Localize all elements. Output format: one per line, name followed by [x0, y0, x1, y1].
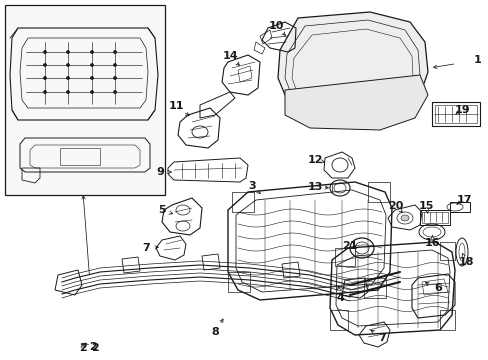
- Ellipse shape: [90, 77, 93, 80]
- Ellipse shape: [113, 77, 116, 80]
- Bar: [227, 272, 249, 292]
- Ellipse shape: [66, 77, 69, 80]
- Text: 16: 16: [425, 238, 440, 248]
- Text: 14: 14: [222, 51, 237, 61]
- Bar: [421, 212, 447, 223]
- Bar: [334, 248, 354, 266]
- Text: 2: 2: [79, 343, 87, 353]
- Polygon shape: [285, 75, 427, 130]
- Text: 19: 19: [453, 105, 469, 115]
- Ellipse shape: [113, 50, 116, 54]
- Ellipse shape: [66, 50, 69, 54]
- Text: 8: 8: [211, 327, 219, 337]
- Bar: [439, 242, 454, 260]
- Ellipse shape: [90, 63, 93, 67]
- Ellipse shape: [113, 90, 116, 94]
- Bar: [5, 5, 164, 195]
- Ellipse shape: [400, 215, 408, 221]
- Text: 2: 2: [89, 342, 97, 352]
- Text: 6: 6: [433, 283, 441, 293]
- Bar: [431, 102, 479, 126]
- Text: 13: 13: [306, 182, 322, 192]
- Bar: [449, 202, 469, 212]
- Text: 4: 4: [335, 293, 343, 303]
- Text: 2: 2: [91, 343, 99, 353]
- Text: 15: 15: [417, 201, 433, 211]
- Text: 17: 17: [455, 195, 471, 205]
- Ellipse shape: [43, 50, 46, 54]
- Polygon shape: [278, 12, 427, 120]
- Ellipse shape: [113, 63, 116, 67]
- Text: 3: 3: [248, 181, 255, 191]
- Ellipse shape: [43, 77, 46, 80]
- Ellipse shape: [43, 63, 46, 67]
- Text: 9: 9: [156, 167, 163, 177]
- Ellipse shape: [43, 90, 46, 94]
- Ellipse shape: [90, 90, 93, 94]
- Ellipse shape: [66, 90, 69, 94]
- Bar: [329, 310, 347, 330]
- Text: 11: 11: [168, 101, 183, 111]
- Text: 5: 5: [158, 205, 165, 215]
- Text: 12: 12: [306, 155, 322, 165]
- Bar: [419, 210, 449, 225]
- Bar: [231, 192, 253, 212]
- Bar: [363, 278, 385, 298]
- Text: 7: 7: [142, 243, 149, 253]
- Bar: [439, 310, 454, 330]
- Ellipse shape: [66, 63, 69, 67]
- Ellipse shape: [90, 50, 93, 54]
- Text: 21: 21: [342, 241, 357, 251]
- Text: 7: 7: [377, 333, 385, 343]
- Bar: [434, 105, 476, 123]
- Text: 20: 20: [387, 201, 403, 211]
- Text: 1: 1: [473, 55, 481, 65]
- Text: 18: 18: [457, 257, 473, 267]
- Bar: [367, 182, 389, 202]
- Text: 10: 10: [268, 21, 283, 31]
